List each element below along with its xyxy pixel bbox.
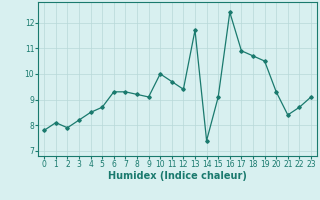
X-axis label: Humidex (Indice chaleur): Humidex (Indice chaleur) [108, 171, 247, 181]
